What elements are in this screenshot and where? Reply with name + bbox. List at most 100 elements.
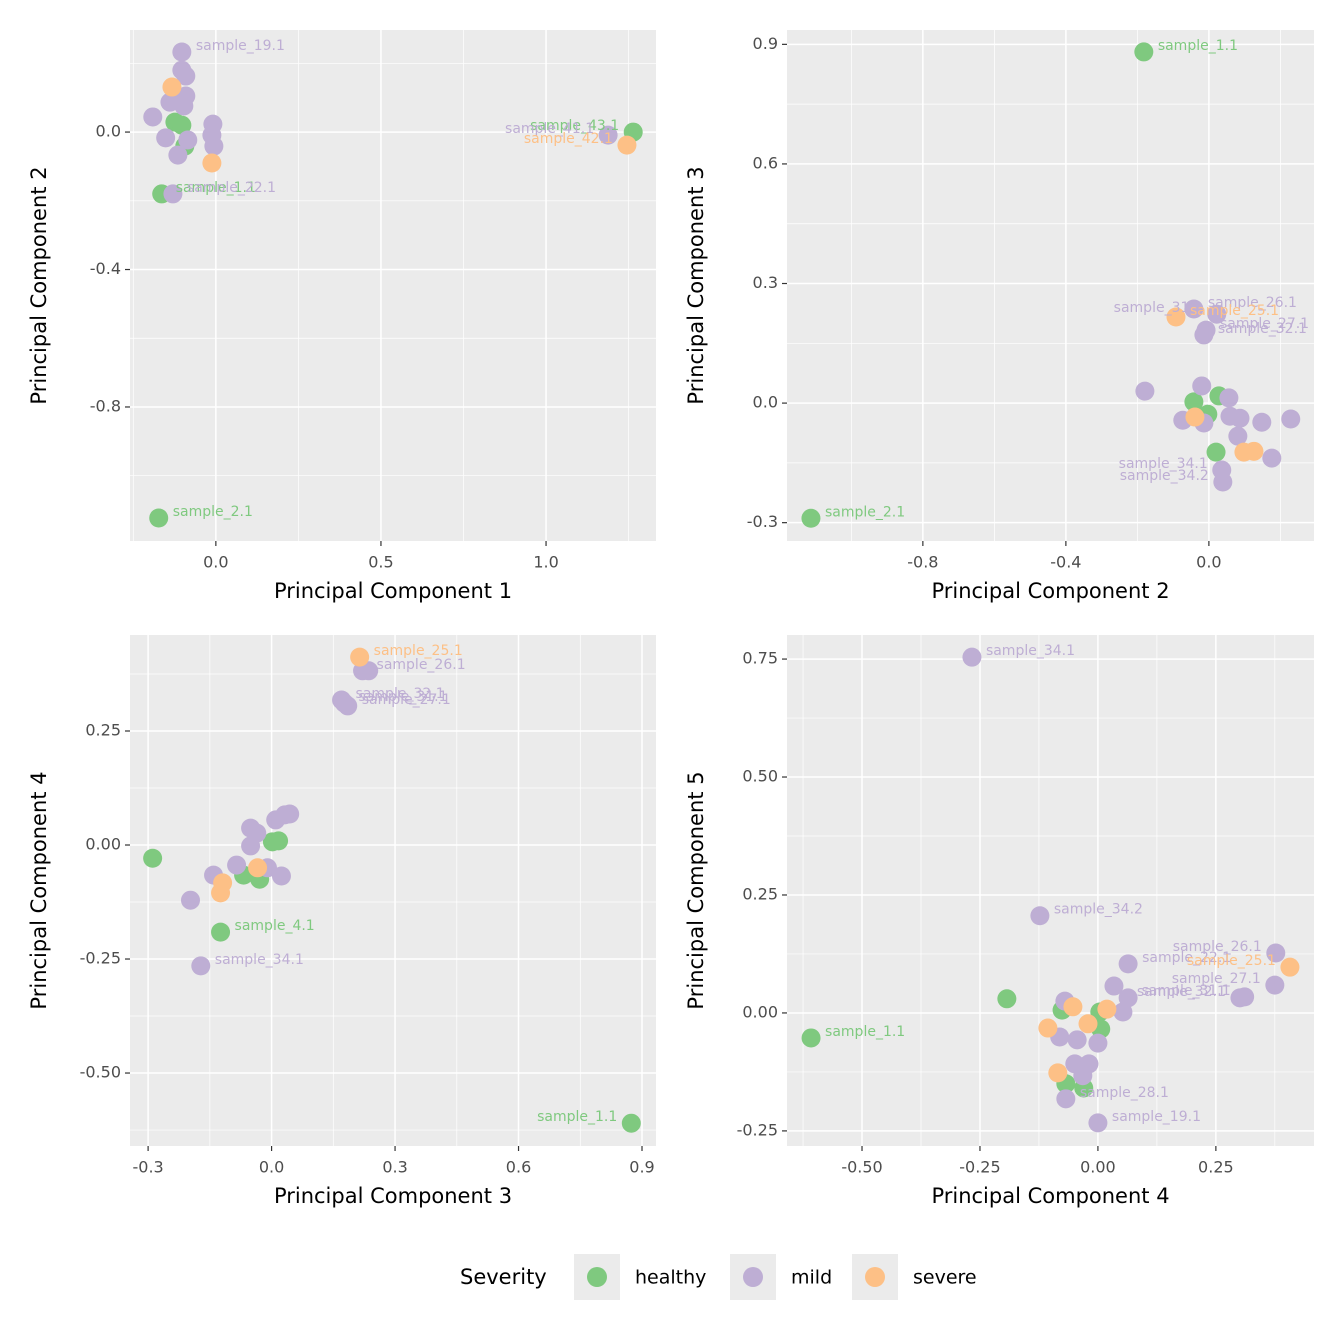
point-label: sample_34.1 — [986, 643, 1075, 659]
point — [1192, 376, 1212, 396]
plot-background — [130, 635, 656, 1146]
y-tick-label: 0.25 — [742, 884, 778, 903]
point — [350, 647, 370, 667]
point — [1280, 957, 1300, 977]
point — [801, 508, 821, 528]
point — [248, 858, 268, 878]
y-axis-title: Principal Component 2 — [27, 166, 51, 404]
point — [162, 77, 182, 97]
point-label: sample_31.1 — [1114, 300, 1203, 316]
point — [1262, 448, 1282, 468]
point — [1134, 42, 1154, 62]
plot-background — [787, 635, 1314, 1146]
x-axis-title: Principal Component 2 — [931, 579, 1169, 603]
point — [211, 922, 231, 942]
point — [178, 130, 198, 150]
point — [617, 135, 637, 155]
legend-label: mild — [791, 1267, 832, 1289]
point — [1063, 997, 1083, 1017]
point — [163, 184, 183, 204]
x-tick-label: 0.9 — [629, 1158, 654, 1177]
point-label: sample_32.1 — [356, 686, 445, 702]
point — [1252, 412, 1272, 432]
point — [149, 508, 169, 528]
point — [213, 873, 233, 893]
y-axis-title: Principal Component 3 — [684, 166, 708, 404]
x-tick-label: 0.0 — [259, 1158, 284, 1177]
legend-title: Severity — [460, 1265, 547, 1289]
x-axis-title: Principal Component 3 — [274, 1184, 512, 1208]
point — [1166, 307, 1186, 327]
y-tick-label: -0.25 — [80, 949, 121, 968]
point — [1266, 943, 1286, 963]
point — [1135, 381, 1155, 401]
point-label: sample_27.1 — [362, 692, 451, 708]
x-tick-label: 0.6 — [506, 1158, 531, 1177]
point — [172, 42, 192, 62]
point-label: sample_31.1 — [358, 689, 447, 705]
point-label: sample_22.1 — [187, 180, 276, 196]
point — [1206, 442, 1226, 462]
point-label: sample_34.2 — [1054, 902, 1143, 918]
point — [1038, 1018, 1058, 1038]
y-tick-label: -0.50 — [80, 1063, 121, 1082]
x-tick-label: 0.0 — [1196, 553, 1221, 572]
panel: -0.3 0.0 0.3 0.6 0.9 0.25 0.00 -0.25 -0.50 Princi… — [27, 635, 656, 1208]
y-tick-label: 0.0 — [96, 122, 121, 141]
point-label: sample_25.1 — [1187, 953, 1276, 969]
point — [241, 836, 261, 856]
point — [1073, 1066, 1093, 1086]
point — [204, 136, 224, 156]
point — [1088, 1113, 1108, 1133]
point — [1067, 1030, 1087, 1050]
point-label: sample_2.1 — [173, 504, 253, 520]
point-label: sample_34.1 — [215, 952, 304, 968]
x-tick-label: 0.5 — [368, 553, 393, 572]
point — [1244, 441, 1264, 461]
legend-marker — [587, 1267, 607, 1287]
x-tick-label: -0.25 — [959, 1158, 1000, 1177]
y-tick-label: 0.9 — [753, 34, 778, 53]
point-label: sample_34.2 — [1120, 468, 1209, 484]
y-tick-label: 0.00 — [85, 835, 121, 854]
y-tick-label: -0.25 — [737, 1120, 778, 1139]
x-tick-label: -0.50 — [841, 1158, 882, 1177]
point — [1097, 999, 1117, 1019]
point — [1213, 472, 1233, 492]
point — [1088, 1033, 1108, 1053]
point — [1228, 426, 1248, 446]
point — [1104, 976, 1124, 996]
legend-marker — [743, 1267, 763, 1287]
y-axis-title: Principal Component 5 — [684, 771, 708, 1009]
point — [1235, 987, 1255, 1007]
point — [1184, 392, 1204, 412]
point-label: sample_26.1 — [1173, 939, 1262, 955]
y-tick-label: 0.50 — [742, 767, 778, 786]
point — [1194, 325, 1214, 345]
x-tick-label: -0.4 — [1050, 553, 1081, 572]
legend-marker — [865, 1267, 885, 1287]
point-label: sample_25.1 — [1190, 303, 1279, 319]
point — [202, 153, 222, 173]
point — [191, 956, 211, 976]
panel: -0.50 -0.25 0.00 0.25 0.75 0.50 0.25 0.00 -0.25 P… — [684, 635, 1314, 1208]
y-tick-label: 0.3 — [753, 273, 778, 292]
point-label: sample_32.1 — [1137, 984, 1226, 1000]
point — [359, 661, 379, 681]
point — [1078, 1014, 1098, 1034]
point — [160, 92, 180, 112]
panel: -0.8 -0.4 0.0 0.9 0.6 0.3 0.0 -0.3 Principal Com… — [684, 30, 1314, 603]
point-label: sample_19.1 — [1112, 1109, 1201, 1125]
panel: 0.0 0.5 1.0 0.0 -0.4 -0.8 Principal Component … — [27, 30, 656, 603]
y-tick-label: -0.3 — [747, 512, 778, 531]
point-label: sample_28.1 — [1080, 1085, 1169, 1101]
point-label: sample_22.1 — [1142, 950, 1231, 966]
point-label: sample_2.1 — [825, 504, 905, 520]
y-tick-label: 0.25 — [85, 720, 121, 739]
plot-background — [130, 30, 656, 541]
x-tick-label: 1.0 — [533, 553, 558, 572]
point-label: sample_1.1 — [825, 1024, 905, 1040]
point — [1230, 408, 1250, 428]
point — [156, 128, 176, 148]
point-label: sample_1.1 — [537, 1109, 617, 1125]
